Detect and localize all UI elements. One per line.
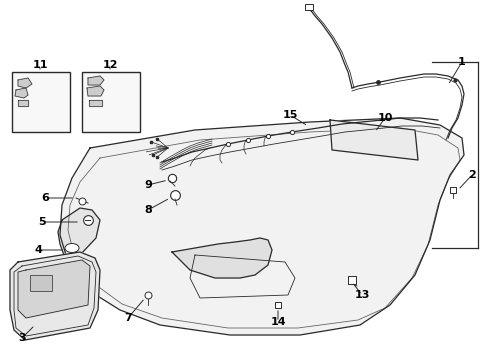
Polygon shape — [10, 252, 100, 340]
Text: 8: 8 — [144, 205, 152, 215]
Text: 10: 10 — [377, 113, 392, 123]
Ellipse shape — [65, 243, 79, 252]
Text: 9: 9 — [144, 180, 152, 190]
Bar — [12, 72, 70, 132]
Text: 3: 3 — [18, 333, 26, 343]
Polygon shape — [18, 78, 32, 88]
Text: 14: 14 — [270, 317, 286, 327]
Text: 4: 4 — [34, 245, 42, 255]
Text: 6: 6 — [41, 193, 49, 203]
Text: 2: 2 — [468, 170, 476, 180]
Text: 12: 12 — [102, 60, 118, 70]
Bar — [82, 72, 140, 132]
Text: 1: 1 — [458, 57, 466, 67]
Bar — [305, 4, 313, 10]
Polygon shape — [87, 86, 104, 96]
Text: 7: 7 — [124, 313, 132, 323]
Text: 5: 5 — [38, 217, 46, 227]
Polygon shape — [89, 100, 102, 106]
Polygon shape — [330, 120, 418, 160]
Polygon shape — [172, 238, 272, 278]
Polygon shape — [18, 100, 28, 106]
Polygon shape — [58, 208, 100, 268]
Polygon shape — [15, 88, 28, 98]
Text: 15: 15 — [282, 110, 298, 120]
Polygon shape — [18, 260, 90, 318]
Polygon shape — [60, 118, 464, 335]
Text: 11: 11 — [32, 60, 48, 70]
Bar — [30, 275, 52, 291]
Text: 13: 13 — [354, 290, 369, 300]
Polygon shape — [88, 76, 104, 85]
